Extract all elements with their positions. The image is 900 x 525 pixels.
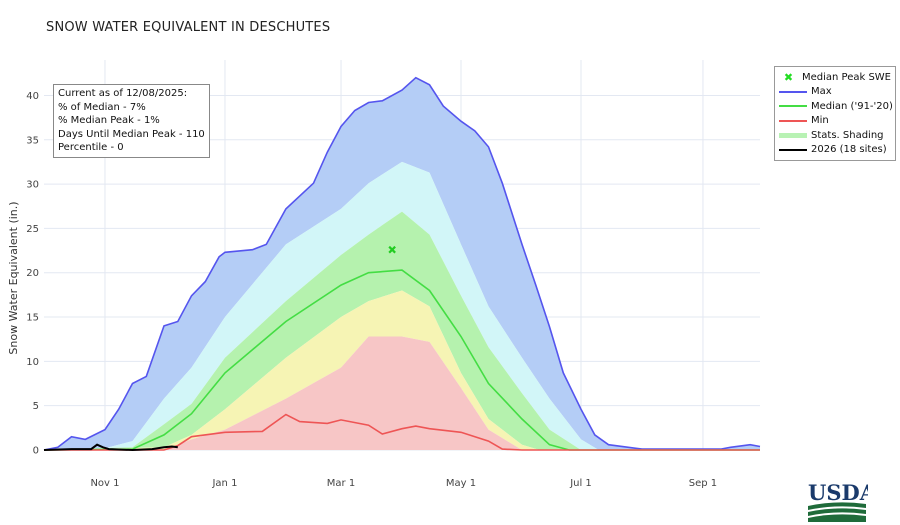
- current-info-box: Current as of 12/08/2025: % of Median - …: [53, 84, 210, 158]
- legend: ✖ Median Peak SWE Max Median ('91-'20) Min St…: [774, 66, 896, 161]
- axes: 0 5 10 15 20 25 30 35 40 Nov 1 Jan 1 Mar 1 May 1 Jul …: [26, 91, 717, 489]
- legend-swatch-icon: [779, 148, 807, 151]
- legend-swatch-icon: ✖: [783, 70, 794, 84]
- y-tick-label: 35: [26, 135, 39, 146]
- x-tick-label: May 1: [446, 478, 476, 489]
- y-tick-label: 0: [33, 446, 39, 457]
- y-tick-label: 40: [26, 91, 39, 102]
- info-line: % Median Peak - 1%: [58, 115, 160, 126]
- y-tick-label: 20: [26, 268, 39, 279]
- legend-label: Stats. Shading: [811, 129, 884, 141]
- legend-item[interactable]: Median ('91-'20): [779, 99, 893, 114]
- min-line: [44, 413, 760, 451]
- legend-label: Median ('91-'20): [811, 100, 893, 112]
- y-tick-label: 25: [26, 224, 39, 235]
- band-10-0: [44, 336, 760, 450]
- current-year-line: [43, 443, 178, 452]
- legend-item[interactable]: 2026 (18 sites): [779, 143, 891, 158]
- y-tick-label: 30: [26, 180, 39, 191]
- legend-item[interactable]: Min: [779, 114, 891, 129]
- legend-label: Median Peak SWE: [801, 71, 891, 83]
- info-line: Percentile - 0: [58, 142, 124, 153]
- band-max-90: [44, 77, 760, 450]
- legend-swatch-icon: [779, 119, 807, 122]
- x-tick-label: Nov 1: [90, 478, 119, 489]
- y-tick-label: 5: [33, 401, 39, 412]
- chart-title: SNOW WATER EQUIVALENT IN DESCHUTES: [46, 20, 331, 35]
- legend-item[interactable]: Max: [779, 85, 891, 100]
- info-line: Days Until Median Peak - 110: [58, 128, 205, 140]
- legend-item[interactable]: ✖ Median Peak SWE: [779, 70, 891, 85]
- legend-swatch-icon: [779, 105, 807, 108]
- median-peak-marker: [388, 245, 396, 254]
- band-70-30: [44, 211, 760, 450]
- band-30-10: [44, 290, 760, 450]
- legend-swatch-icon: [779, 90, 807, 93]
- x-tick-label: Jul 1: [569, 478, 592, 489]
- median-line: [43, 269, 760, 451]
- legend-label: Min: [811, 115, 829, 127]
- legend-label: 2026 (18 sites): [811, 144, 887, 156]
- info-line: % of Median - 7%: [58, 101, 146, 113]
- stats-bands: [44, 77, 760, 450]
- x-tick-label: Jan 1: [211, 478, 237, 489]
- series-lines: [43, 76, 761, 452]
- legend-item[interactable]: Stats. Shading: [779, 128, 891, 143]
- x-tick-label: Sep 1: [689, 478, 717, 489]
- usda-logo: USDA: [808, 480, 868, 522]
- y-tick-label: 10: [26, 357, 39, 368]
- y-tick-label: 15: [26, 313, 39, 324]
- y-axis-label: Snow Water Equivalent (in.): [7, 201, 20, 354]
- svg-text:USDA: USDA: [808, 480, 868, 505]
- x-tick-label: Mar 1: [327, 478, 355, 489]
- legend-swatch-icon: [779, 132, 807, 138]
- info-line: Current as of 12/08/2025:: [58, 88, 188, 99]
- max-line: [43, 76, 761, 451]
- legend-label: Max: [811, 86, 832, 98]
